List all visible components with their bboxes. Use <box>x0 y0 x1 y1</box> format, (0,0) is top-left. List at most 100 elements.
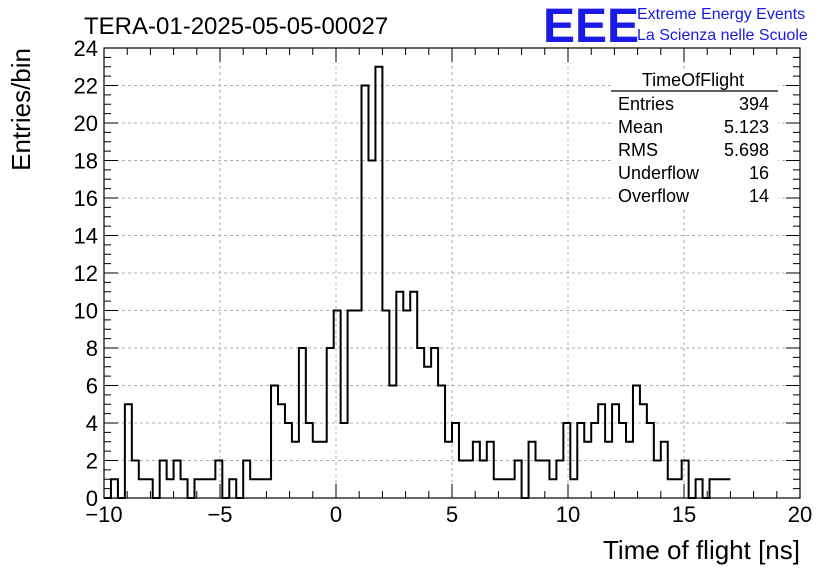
histogram-bin <box>194 479 201 498</box>
histogram-bin <box>640 404 647 498</box>
stats-row-label: Mean <box>618 117 663 137</box>
histogram-bin <box>501 479 508 498</box>
histogram-bin <box>723 479 730 498</box>
histogram-bin <box>549 479 556 498</box>
histogram-bin <box>487 442 494 498</box>
histogram-bin <box>396 292 403 498</box>
x-tick-label: 10 <box>556 502 580 527</box>
x-tick-labels: −10 −5 0 5 10 15 20 <box>85 502 812 527</box>
logo-eee: EEE <box>543 0 639 53</box>
stats-row-label: Underflow <box>618 163 700 183</box>
histogram-bin <box>570 479 577 498</box>
histogram-bin <box>167 479 174 498</box>
y-tick-label: 6 <box>86 374 98 399</box>
histogram-bin <box>410 292 417 498</box>
histogram-bin <box>494 479 501 498</box>
axis-ticks <box>103 47 801 499</box>
histogram-bin <box>605 442 612 498</box>
stats-box: TimeOfFlight Entries 394 Mean 5.123 RMS 5.698… <box>611 70 778 208</box>
histogram-bin <box>174 461 181 499</box>
histogram-bin <box>111 479 118 498</box>
histogram-bin <box>382 311 389 499</box>
histogram-bin <box>716 479 723 498</box>
histogram-bin <box>598 404 605 498</box>
stats-row-value: 5.123 <box>724 117 769 137</box>
stats-title: TimeOfFlight <box>642 70 744 90</box>
histogram-bin <box>334 311 341 499</box>
histogram-bin <box>375 67 382 498</box>
histogram-bin <box>508 479 515 498</box>
histogram-bin <box>271 386 278 499</box>
histogram-bin <box>633 386 640 499</box>
histogram-bin <box>403 311 410 499</box>
chart-title: TERA-01-2025-05-05-00027 <box>84 13 388 40</box>
histogram-bin <box>250 479 257 498</box>
histogram-bin <box>313 442 320 498</box>
y-tick-label: 22 <box>74 74 98 99</box>
histogram-bin <box>181 479 188 498</box>
histogram-bin <box>536 461 543 499</box>
histogram-bin <box>201 479 208 498</box>
stats-row-label: Entries <box>618 94 674 114</box>
histogram-bin <box>696 479 703 498</box>
histogram-bin <box>160 461 167 499</box>
histogram-bin <box>438 386 445 499</box>
y-tick-label: 8 <box>86 336 98 361</box>
histogram-bin <box>529 442 536 498</box>
y-tick-label: 14 <box>74 224 98 249</box>
x-tick-label: −5 <box>207 502 232 527</box>
histogram-bin <box>473 442 480 498</box>
logo-line-2: La Scienza nelle Scuole <box>637 27 808 44</box>
x-tick-label: 0 <box>330 502 342 527</box>
histogram-bin <box>466 461 473 499</box>
histogram-bin <box>480 461 487 499</box>
x-tick-label: 20 <box>788 502 812 527</box>
x-axis-label: Time of flight [ns] <box>603 535 800 565</box>
y-tick-label: 20 <box>74 111 98 136</box>
y-tick-label: 12 <box>74 261 98 286</box>
histogram-bin <box>445 442 452 498</box>
x-tick-label: −10 <box>85 502 122 527</box>
histogram-bin <box>139 479 146 498</box>
histogram-bin <box>584 442 591 498</box>
histogram-bin <box>661 442 668 498</box>
x-tick-label: 15 <box>672 502 696 527</box>
histogram-bin <box>515 461 522 499</box>
histogram-bin <box>215 461 222 499</box>
histogram-bin <box>556 461 563 499</box>
histogram-bin <box>389 386 396 499</box>
stats-rows: Entries 394 Mean 5.123 RMS 5.698 Underflow 16 Ov… <box>618 94 769 206</box>
histogram-bin <box>682 461 689 499</box>
histogram-bin <box>368 161 375 499</box>
histogram-bin <box>125 404 132 498</box>
y-tick-label: 10 <box>74 299 98 324</box>
histogram-bin <box>668 479 675 498</box>
stats-row-value: 5.698 <box>724 140 769 160</box>
stats-row-label: RMS <box>618 140 658 160</box>
y-tick-label: 18 <box>74 149 98 174</box>
histogram-bin <box>626 442 633 498</box>
stats-row-label: Overflow <box>618 186 690 206</box>
logo-line-1: Extreme Energy Events <box>637 6 805 23</box>
histogram-bin <box>292 442 299 498</box>
histogram-bin <box>208 479 215 498</box>
histogram-line <box>104 65 731 499</box>
y-tick-label: 4 <box>86 411 98 436</box>
histogram-bin <box>132 461 139 499</box>
y-tick-label: 0 <box>86 486 98 511</box>
y-tick-label: 2 <box>86 449 98 474</box>
histogram-bin <box>146 479 153 498</box>
y-axis-label: Entries/bin <box>6 48 36 171</box>
histogram-bin <box>654 461 661 499</box>
histogram-bin <box>459 461 466 499</box>
histogram-bin <box>675 479 682 498</box>
histogram-bin <box>362 86 369 499</box>
histogram-bin <box>710 479 717 498</box>
histogram-bin <box>542 461 549 499</box>
x-tick-label: 5 <box>446 502 458 527</box>
histogram-bin <box>355 311 362 499</box>
histogram-bin <box>320 442 327 498</box>
histogram-bin <box>257 479 264 498</box>
histogram-bin <box>264 479 271 498</box>
